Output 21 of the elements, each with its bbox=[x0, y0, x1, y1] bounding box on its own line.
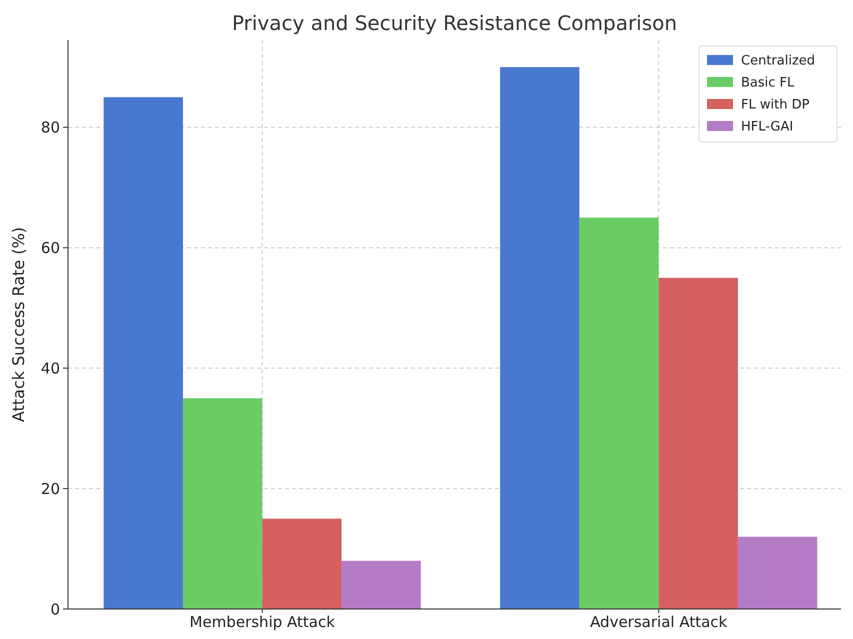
legend-label: Basic FL bbox=[741, 76, 796, 91]
x-tick-label: Membership Attack bbox=[190, 613, 336, 631]
bar bbox=[182, 398, 262, 609]
y-tick-label: 80 bbox=[40, 118, 60, 137]
bar bbox=[262, 518, 342, 609]
y-tick-label: 40 bbox=[40, 359, 60, 378]
legend-label: Centralized bbox=[741, 54, 816, 69]
x-tick-label: Adversarial Attack bbox=[590, 613, 728, 631]
bar bbox=[738, 536, 818, 609]
y-tick-label: 60 bbox=[40, 238, 60, 257]
bar bbox=[342, 560, 421, 609]
bar bbox=[579, 218, 659, 609]
legend-label: FL with DP bbox=[741, 98, 810, 113]
legend-label: HFL-GAI bbox=[741, 120, 794, 135]
y-tick-label: 0 bbox=[50, 600, 60, 618]
bar bbox=[658, 278, 738, 609]
chart-title: Privacy and Security Resistance Comparison bbox=[232, 11, 678, 35]
y-axis-title: Attack Success Rate (%) bbox=[9, 226, 28, 422]
y-tick-label: 20 bbox=[40, 480, 60, 498]
bar bbox=[104, 97, 183, 609]
bar bbox=[500, 67, 580, 609]
